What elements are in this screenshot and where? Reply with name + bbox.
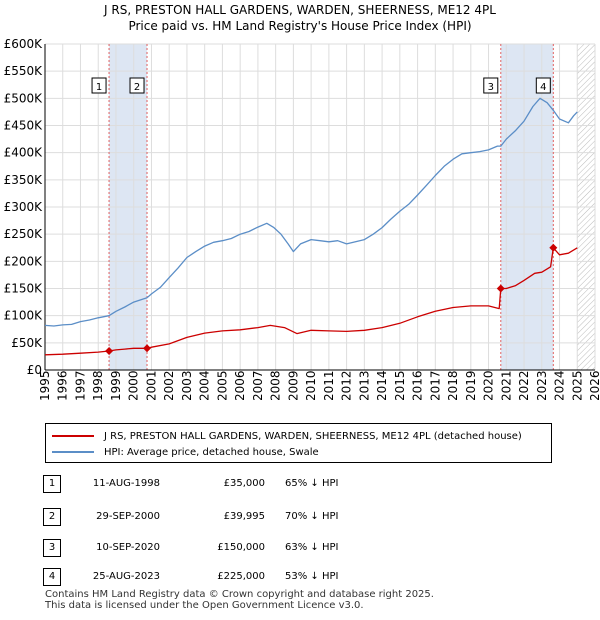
- sale-point-marker: [549, 243, 558, 252]
- transaction-row: 2 29-SEP-2000 £39,995 70% ↓ HPI: [0, 506, 600, 528]
- x-tick-label: 2005: [215, 370, 229, 400]
- chart-subtitle: Price paid vs. HM Land Registry's House …: [128, 19, 472, 33]
- x-tick-label: 2024: [553, 370, 567, 400]
- x-tick-label: 2007: [251, 370, 265, 400]
- price-chart: £0 £50K £100K £150K £200K £250K £300K £350K £400…: [4, 37, 600, 400]
- sale-marker-box: [483, 77, 499, 94]
- x-tick-label: 2008: [269, 370, 283, 400]
- legend-label-property: J RS, PRESTON HALL GARDENS, WARDEN, SHEE…: [104, 430, 522, 442]
- sale-point-marker: [496, 284, 505, 293]
- legend-label-hpi: HPI: Average price, detached house, Swal…: [104, 446, 319, 458]
- sale-marker-number: 2: [134, 82, 140, 93]
- sale-point-marker: [105, 346, 114, 355]
- sale-marker-number: 3: [488, 82, 494, 93]
- footer-line-licence: This data is licensed under the Open Gov…: [45, 600, 364, 611]
- transaction-number: 2: [43, 508, 61, 526]
- transaction-row: 4 25-AUG-2023 £225,000 53% ↓ HPI: [0, 566, 600, 588]
- sale-marker-number: 4: [540, 82, 546, 93]
- transaction-date: 10-SEP-2020: [96, 542, 160, 553]
- footer-attribution: Contains HM Land Registry data © Crown c…: [45, 589, 434, 611]
- x-tick-label: 2012: [340, 370, 354, 400]
- sale-marker-number: 1: [96, 82, 102, 93]
- x-tick-label: 2023: [535, 370, 549, 400]
- legend: J RS, PRESTON HALL GARDENS, WARDEN, SHEE…: [45, 423, 552, 463]
- y-tick-label: £600K: [4, 37, 44, 51]
- transaction-number: 3: [43, 539, 61, 557]
- transaction-date: 11-AUG-1998: [92, 478, 160, 489]
- y-tick-label: £250K: [4, 227, 44, 241]
- x-tick-label: 2013: [357, 370, 371, 400]
- x-tick-label: 2010: [304, 370, 318, 400]
- y-tick-label: £200K: [4, 254, 44, 268]
- transaction-hpi: 53% ↓ HPI: [285, 571, 339, 582]
- sale-marker-box: [129, 77, 145, 94]
- transaction-row: 3 10-SEP-2020 £150,000 63% ↓ HPI: [0, 537, 600, 559]
- x-tick-label: 2011: [322, 370, 336, 400]
- sale-marker-box: [535, 77, 551, 94]
- transaction-number: 1: [43, 475, 61, 493]
- x-tick-label: 2018: [446, 370, 460, 400]
- transaction-date: 25-AUG-2023: [92, 571, 160, 582]
- x-tick-label: 2017: [428, 370, 442, 400]
- x-tick-label: 2015: [393, 370, 407, 400]
- sale-marker-box: [91, 77, 107, 94]
- hpi-line: [44, 97, 578, 327]
- y-tick-label: £300K: [4, 200, 44, 214]
- x-tick-label: 2000: [127, 370, 141, 400]
- transaction-hpi: 63% ↓ HPI: [285, 542, 339, 553]
- legend-item-property: J RS, PRESTON HALL GARDENS, WARDEN, SHEE…: [52, 429, 522, 443]
- y-tick-label: £450K: [4, 119, 44, 133]
- transaction-hpi: 70% ↓ HPI: [285, 511, 339, 522]
- y-tick-label: £400K: [4, 146, 44, 160]
- x-tick-label: 2019: [464, 370, 478, 400]
- transaction-price: £39,995: [223, 511, 265, 522]
- x-tick-label: 1997: [73, 370, 87, 400]
- x-tick-label: 2016: [411, 370, 425, 400]
- transaction-price: £225,000: [217, 571, 265, 582]
- x-tick-label: 2022: [517, 370, 531, 400]
- x-tick-label: 2021: [499, 370, 513, 400]
- x-tick-label: 1998: [91, 370, 105, 400]
- x-tick-label: 2009: [286, 370, 300, 400]
- x-tick-label: 2020: [482, 370, 496, 400]
- x-tick-label: 2026: [588, 370, 600, 400]
- x-tick-label: 1996: [56, 370, 70, 400]
- y-tick-label: £350K: [4, 173, 44, 187]
- footer-line-copyright: Contains HM Land Registry data © Crown c…: [45, 589, 434, 600]
- chart-title: J RS, PRESTON HALL GARDENS, WARDEN, SHEE…: [104, 3, 496, 17]
- x-tick-label: 2003: [180, 370, 194, 400]
- y-tick-label: £550K: [4, 64, 44, 78]
- y-tick-label: £500K: [4, 91, 44, 105]
- y-tick-label: £50K: [11, 336, 43, 350]
- transaction-date: 29-SEP-2000: [96, 511, 160, 522]
- x-tick-label: 2004: [198, 370, 212, 400]
- transaction-row: 1 11-AUG-1998 £35,000 65% ↓ HPI: [0, 473, 600, 495]
- sale-point-marker: [143, 344, 152, 353]
- x-tick-label: 2002: [162, 370, 176, 400]
- x-tick-label: 2014: [375, 370, 389, 400]
- y-tick-label: £150K: [4, 282, 44, 296]
- x-tick-label: 1995: [38, 370, 52, 400]
- x-tick-label: 2006: [233, 370, 247, 400]
- y-tick-label: £0: [27, 363, 42, 377]
- transaction-number: 4: [43, 568, 61, 586]
- transaction-price: £150,000: [217, 542, 265, 553]
- x-tick-label: 1999: [109, 370, 123, 400]
- legend-swatch-hpi: [52, 451, 94, 453]
- legend-swatch-property: [52, 435, 94, 437]
- x-tick-label: 2001: [144, 370, 158, 400]
- transaction-price: £35,000: [223, 478, 265, 489]
- y-tick-label: £100K: [4, 309, 44, 323]
- property-price-line: [44, 247, 578, 356]
- x-tick-label: 2025: [570, 370, 584, 400]
- transaction-hpi: 65% ↓ HPI: [285, 478, 339, 489]
- legend-item-hpi: HPI: Average price, detached house, Swal…: [52, 445, 319, 459]
